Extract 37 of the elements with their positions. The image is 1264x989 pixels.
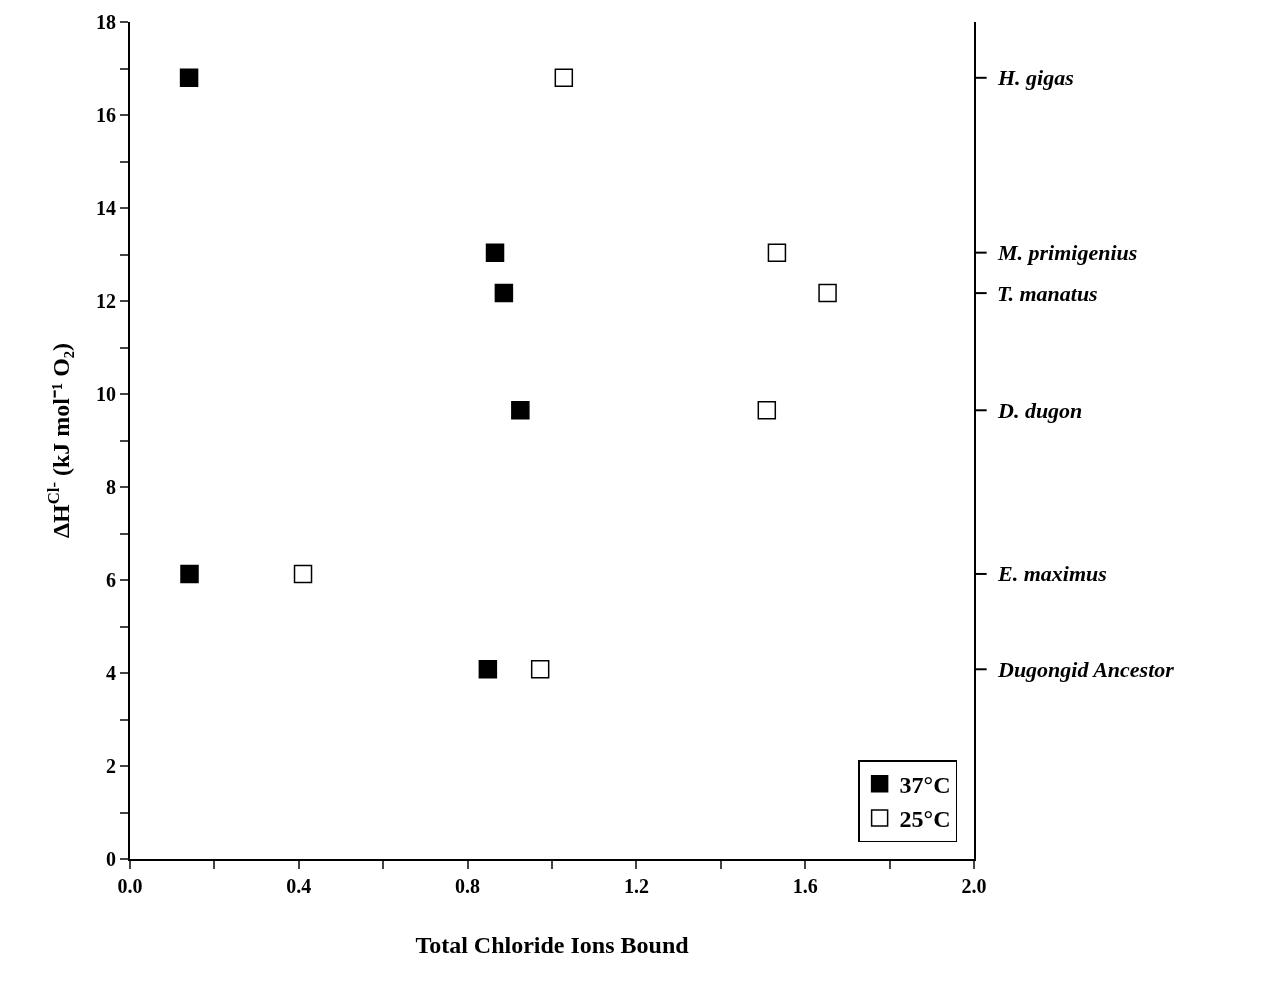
point [554, 68, 574, 88]
x-tick-label: 1.6 [792, 875, 818, 897]
y-tick-label: 16 [96, 104, 116, 126]
y-tick-label: 2 [106, 755, 116, 777]
point [478, 660, 498, 679]
point [494, 283, 514, 303]
x-tick-label: 2.0 [961, 875, 987, 897]
y-tick-label: 8 [106, 476, 116, 498]
point [179, 68, 199, 88]
point [767, 243, 787, 262]
text: M. primigenius [997, 240, 1138, 265]
legend-label: 25°C [899, 806, 951, 833]
y-tick-label: 14 [96, 197, 116, 219]
point [757, 401, 777, 420]
point [485, 243, 505, 262]
x-axis-title: Total Chloride Ions Bound [415, 931, 690, 958]
point [511, 401, 530, 420]
x-tick-label: 0.8 [455, 875, 481, 897]
x-tick-label: 0.4 [286, 875, 312, 897]
point [180, 564, 199, 584]
text: T. manatus [997, 281, 1098, 306]
text: Dugongid Ancestor [997, 657, 1175, 682]
point [818, 283, 837, 303]
text: H. gigas [997, 65, 1074, 90]
text: D. dugon [997, 398, 1083, 423]
text: E. maximus [997, 561, 1107, 586]
y-tick-label: 6 [106, 569, 116, 591]
x-tick-label: 1.2 [623, 875, 649, 897]
y-tick-label: 0 [106, 848, 116, 870]
y-tick-label: 12 [96, 290, 116, 312]
point [293, 564, 313, 584]
x-tick-label: 0.0 [117, 875, 143, 897]
y-tick-label: 4 [106, 662, 116, 684]
legend-label: 37°C [899, 772, 951, 799]
y-tick-label: 10 [96, 383, 116, 405]
point [530, 660, 550, 679]
y-tick-label: 18 [96, 11, 116, 33]
